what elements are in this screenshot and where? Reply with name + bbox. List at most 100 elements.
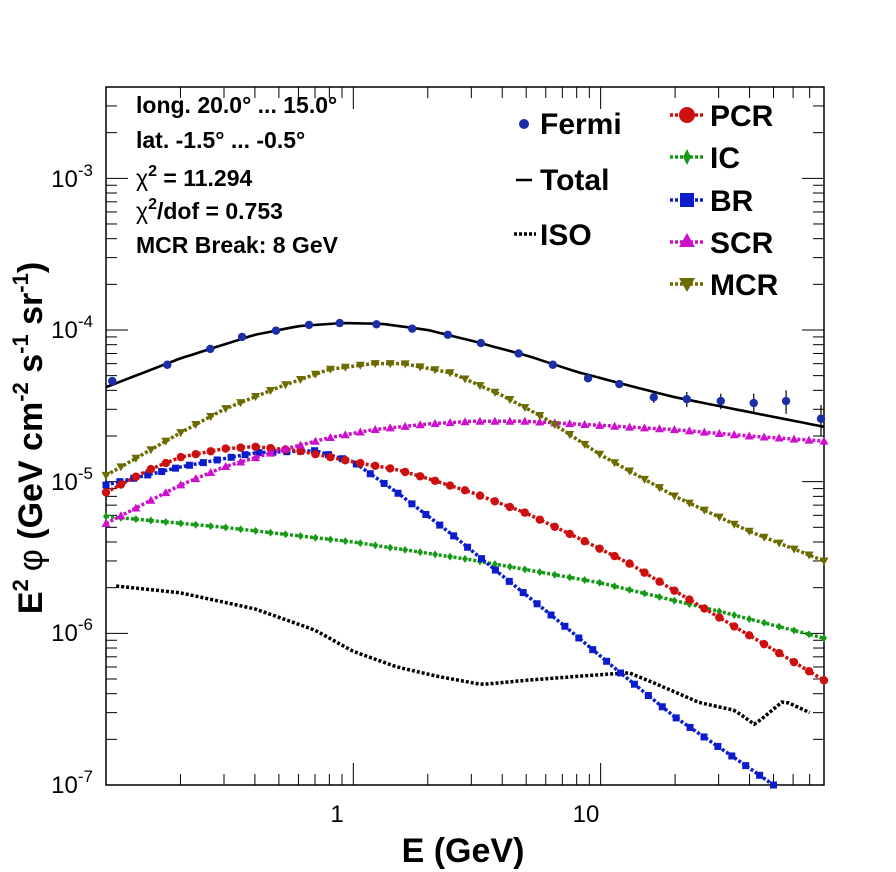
series-ic-marker bbox=[746, 614, 753, 623]
series-mcr-marker bbox=[595, 450, 605, 459]
series-pcr-marker bbox=[475, 491, 485, 500]
series-scr-marker bbox=[325, 432, 335, 441]
series-mcr-marker bbox=[295, 376, 305, 385]
series-pcr-marker bbox=[490, 497, 500, 506]
series-ic-marker bbox=[551, 570, 558, 579]
series-ic-marker bbox=[162, 517, 169, 526]
series-mcr-marker bbox=[415, 363, 425, 372]
series-pcr-marker bbox=[774, 648, 784, 658]
series-mcr-marker bbox=[221, 405, 231, 414]
series-pcr-marker bbox=[610, 551, 619, 561]
series-layer bbox=[101, 318, 829, 789]
x-tick-label: 1 bbox=[330, 801, 343, 828]
legend-marker-mcr bbox=[679, 278, 695, 292]
series-ic-marker bbox=[791, 626, 798, 635]
series-mcr-marker bbox=[759, 533, 769, 542]
series-scr-marker bbox=[475, 416, 485, 425]
series-ic-marker bbox=[387, 543, 394, 552]
series-mcr-marker bbox=[625, 467, 635, 476]
series-mcr-marker bbox=[714, 513, 724, 522]
series-pcr-marker bbox=[670, 586, 679, 595]
series-mcr-marker bbox=[191, 421, 201, 430]
series-mcr-marker bbox=[325, 365, 335, 374]
series-ic-marker bbox=[372, 541, 379, 550]
series-pcr-marker bbox=[715, 613, 724, 622]
series-ic-marker bbox=[192, 520, 199, 529]
series-scr-marker bbox=[445, 418, 455, 427]
legend-label-br: BR bbox=[710, 185, 754, 218]
fermi-data-point bbox=[682, 394, 691, 404]
series-br-marker bbox=[366, 470, 374, 478]
fermi-data-point bbox=[583, 374, 593, 383]
fermi-data-point bbox=[206, 344, 215, 354]
series-ic-marker bbox=[566, 573, 573, 582]
legend-label-total: Total bbox=[540, 164, 609, 197]
series-br-marker bbox=[603, 657, 611, 665]
legend-label-mcr: MCR bbox=[710, 269, 779, 302]
series-br-line bbox=[105, 449, 775, 787]
series-br-marker bbox=[213, 456, 221, 464]
fermi-data-point bbox=[476, 338, 486, 348]
y-tick-label: 10-4 bbox=[51, 312, 93, 344]
series-ic-marker bbox=[761, 618, 768, 627]
series-ic-marker bbox=[402, 545, 409, 554]
series-ic-marker bbox=[491, 560, 498, 569]
series-ic-marker bbox=[132, 515, 139, 524]
fermi-data-point bbox=[443, 330, 453, 339]
series-scr-marker bbox=[101, 518, 111, 527]
series-pcr-marker bbox=[535, 515, 544, 524]
series-mcr-marker bbox=[176, 429, 186, 438]
axis-ticks bbox=[105, 86, 825, 786]
series-pcr-marker bbox=[326, 453, 335, 462]
series-scr-marker bbox=[729, 430, 739, 439]
y-tick-label: 10-7 bbox=[51, 767, 93, 799]
series-pcr-marker bbox=[580, 537, 589, 546]
series-scr-marker bbox=[310, 436, 320, 445]
series-pcr-marker bbox=[445, 481, 455, 490]
series-mcr-marker bbox=[535, 412, 545, 421]
x-axis-title: E (GeV) bbox=[402, 832, 525, 870]
series-mcr-marker bbox=[370, 360, 380, 369]
legend-marker-pcr bbox=[679, 107, 695, 123]
series-ic-marker bbox=[222, 523, 229, 532]
annotation-mcr-break: MCR Break: 8 GeV bbox=[136, 232, 339, 258]
series-scr-marker bbox=[684, 426, 694, 435]
fermi-data-point bbox=[163, 360, 172, 369]
series-ic-marker bbox=[312, 533, 319, 542]
series-scr-marker bbox=[206, 467, 216, 476]
fermi-data-point bbox=[816, 414, 826, 423]
series-pcr-marker bbox=[505, 502, 515, 512]
series-pcr-marker bbox=[296, 446, 305, 456]
series-ic-marker bbox=[282, 530, 289, 539]
series-scr-marker bbox=[520, 416, 530, 425]
y-tick-label: 10-3 bbox=[51, 161, 93, 193]
series-pcr-marker bbox=[206, 447, 215, 456]
series-ic-marker bbox=[103, 512, 109, 521]
legend-marker-ic bbox=[683, 149, 691, 165]
series-br-marker bbox=[519, 589, 527, 597]
fermi-data-point bbox=[335, 318, 344, 328]
series-br-marker bbox=[617, 669, 625, 677]
series-scr-marker bbox=[191, 474, 201, 483]
series-ic-marker bbox=[357, 539, 364, 548]
series-mcr-marker bbox=[819, 557, 829, 566]
series-pcr-marker bbox=[819, 676, 829, 685]
series-br-marker bbox=[756, 771, 764, 779]
series-mcr-marker bbox=[146, 446, 156, 455]
series-pcr-marker bbox=[745, 631, 754, 640]
series-ic-marker bbox=[327, 535, 334, 544]
series-pcr-marker bbox=[655, 577, 664, 586]
y-tick-labels: 10-7 10-6 10-5 10-4 10-3 bbox=[51, 161, 93, 799]
series-pcr-marker bbox=[161, 458, 171, 468]
series-br-marker bbox=[464, 543, 472, 551]
series-mcr-marker bbox=[610, 459, 620, 468]
series-scr-marker bbox=[355, 427, 365, 436]
series-scr-marker bbox=[580, 420, 590, 429]
series-mcr-marker bbox=[101, 471, 111, 480]
series-scr-marker bbox=[669, 425, 679, 434]
series-scr-marker bbox=[236, 457, 246, 466]
series-mcr-marker bbox=[206, 412, 216, 421]
fermi-data-point bbox=[372, 320, 381, 329]
series-scr-marker bbox=[804, 435, 814, 444]
